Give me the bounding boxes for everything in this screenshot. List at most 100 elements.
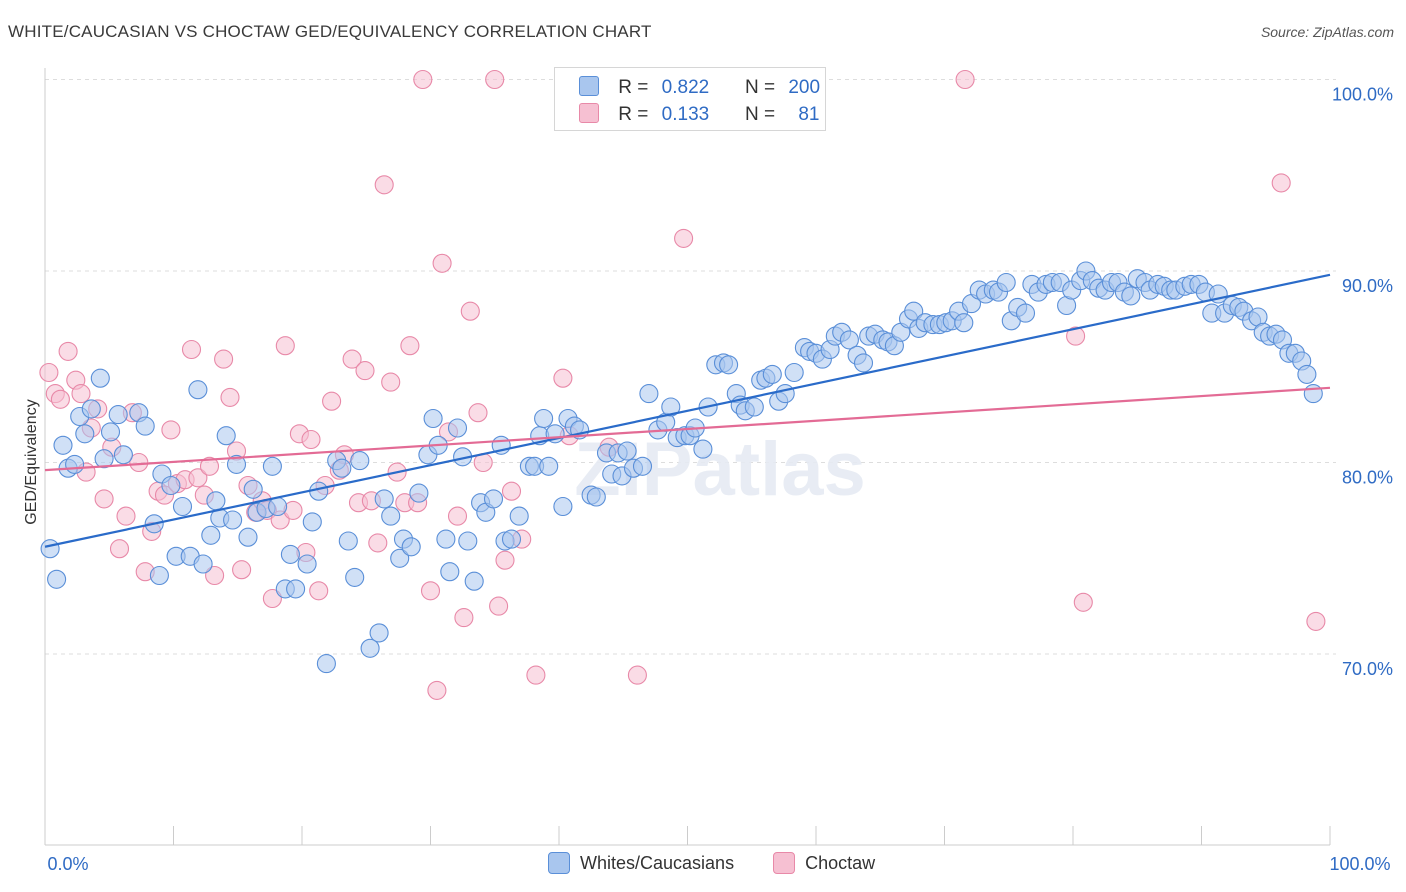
source-label: Source: ZipAtlas.com	[1260, 24, 1394, 40]
y-tick-label: 100.0%	[1332, 85, 1393, 105]
white-point	[784, 362, 804, 383]
white-point	[839, 330, 859, 350]
y-axis-title: GED/Equivalency	[23, 399, 40, 524]
white-point	[345, 567, 365, 587]
choctaw-point	[58, 341, 78, 361]
white-point	[172, 496, 193, 517]
choctaw-point	[1066, 326, 1086, 346]
white-point	[201, 525, 221, 545]
white-point	[632, 456, 653, 476]
white-point	[744, 397, 764, 417]
white-point	[1303, 384, 1323, 404]
white-point	[436, 529, 456, 549]
white-point	[332, 458, 352, 478]
white-point	[360, 638, 380, 658]
choctaw-point	[205, 565, 225, 586]
white-point	[374, 489, 394, 509]
white-point	[302, 512, 322, 532]
choctaw-points	[39, 69, 1326, 700]
choctaw-point	[188, 468, 208, 488]
choctaw-point	[368, 533, 388, 553]
choctaw-point	[116, 506, 136, 526]
choctaw-point	[220, 387, 240, 407]
choctaw-point	[275, 336, 295, 356]
choctaw-point	[1271, 173, 1291, 193]
white-point	[501, 529, 522, 549]
stats-legend: R = 0.822 N = 200 R = 0.133 N = 81	[554, 67, 826, 131]
legend-swatch-choctaw	[773, 852, 796, 874]
choctaw-point	[400, 336, 420, 356]
legend-swatch-whites	[579, 76, 599, 96]
white-point	[904, 301, 924, 321]
white-point	[94, 449, 114, 469]
legend-row-whites: R = 0.822 N = 200	[579, 76, 820, 99]
choctaw-point	[413, 69, 433, 90]
white-point	[483, 489, 504, 509]
white-point	[65, 454, 85, 474]
choctaw-point	[674, 228, 694, 248]
axes	[44, 68, 1331, 846]
white-point	[81, 399, 101, 419]
choctaw-point	[232, 560, 252, 580]
white-point	[100, 422, 121, 442]
chart-title: WHITE/CAUCASIAN VS CHOCTAW GED/EQUIVALEN…	[8, 22, 652, 41]
choctaw-point	[460, 301, 480, 321]
legend-swatch-choctaw	[579, 103, 599, 123]
white-point	[775, 384, 795, 404]
choctaw-point	[262, 588, 282, 609]
choctaw-point	[374, 175, 394, 195]
white-point	[108, 405, 128, 425]
series-legend: Whites/Caucasians Choctaw	[548, 852, 909, 879]
choctaw-point	[161, 420, 181, 440]
legend-n-label: N =	[744, 104, 776, 125]
choctaw-point	[1073, 592, 1093, 612]
white-point	[447, 418, 468, 438]
white-points	[40, 261, 1323, 674]
white-point	[262, 456, 282, 476]
choctaw-point	[427, 680, 447, 700]
white-point	[135, 416, 155, 436]
choctaw-point	[309, 581, 329, 601]
legend-r-label: R =	[618, 104, 649, 125]
white-point	[401, 537, 421, 557]
white-point	[206, 491, 226, 511]
choctaw-point	[447, 506, 468, 526]
white-point	[350, 451, 370, 471]
white-point	[243, 479, 263, 499]
white-point	[47, 569, 67, 589]
white-point	[223, 510, 243, 530]
white-point	[75, 424, 95, 444]
white-point	[53, 435, 73, 455]
y-tick-label: 80.0%	[1342, 468, 1393, 488]
white-point	[1297, 364, 1317, 384]
legend-r-label: R =	[618, 77, 649, 98]
legend-n-value-whites: 200	[788, 77, 821, 98]
choctaw-trend-line	[44, 386, 1331, 472]
legend-label-choctaw: Choctaw	[805, 852, 876, 873]
legend-r-value-whites: 0.822	[661, 77, 710, 98]
choctaw-point	[355, 361, 375, 381]
legend-n-value-choctaw: 81	[798, 104, 820, 125]
choctaw-point	[181, 339, 202, 360]
white-point	[586, 487, 606, 507]
white-point	[268, 496, 288, 517]
white-point	[161, 475, 181, 496]
white-point	[534, 408, 554, 429]
choctaw-point	[420, 581, 441, 601]
choctaw-point	[627, 665, 647, 685]
white-point	[297, 554, 317, 574]
white-point	[617, 441, 637, 461]
white-point	[316, 654, 336, 674]
white-point	[390, 548, 410, 568]
white-point	[639, 384, 659, 404]
choctaw-point	[468, 403, 488, 423]
choctaw-point	[109, 539, 130, 559]
choctaw-point	[94, 489, 114, 509]
white-point	[1015, 303, 1036, 323]
white-point	[693, 439, 713, 459]
white-point	[719, 355, 739, 375]
white-point	[464, 571, 484, 591]
choctaw-point	[50, 389, 70, 409]
y-tick-label: 90.0%	[1342, 276, 1393, 296]
